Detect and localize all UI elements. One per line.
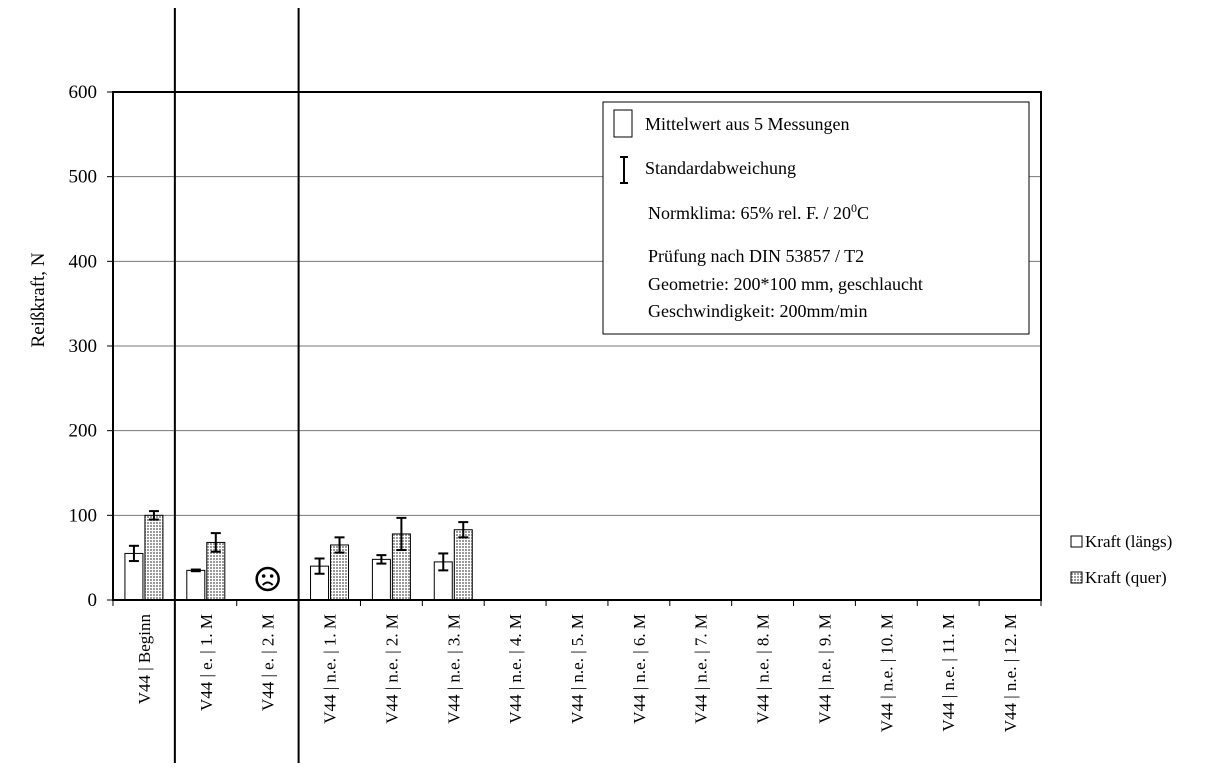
annotation-frame	[602, 101, 1030, 335]
category-label-3: V44 | n.e. | 1. M	[321, 614, 340, 724]
axes	[107, 8, 1042, 763]
sad-face-mouth	[261, 581, 274, 586]
category-label-4: V44 | n.e. | 2. M	[382, 614, 401, 724]
bar-0-1	[186, 569, 206, 601]
annotation-climate: Normklima: 65% rel. F. / 200C	[648, 201, 869, 223]
category-label-5: V44 | n.e. | 3. M	[444, 614, 463, 724]
bar-1-0	[144, 514, 164, 601]
annotation-climate-unit: C	[857, 203, 869, 223]
legend-swatch-quer	[1070, 571, 1083, 584]
sad-face-eye-right	[269, 574, 274, 578]
y-tick-labels: 0 100 200 300 400 500 600	[69, 82, 98, 611]
legend-label-laengs: Kraft (längs)	[1085, 532, 1172, 551]
missing-data-face-icon	[255, 566, 280, 592]
annotation-error-glyph	[620, 156, 628, 184]
y-axis-label: Reißkraft, N	[28, 252, 49, 347]
y-tick-label-400: 400	[69, 251, 98, 272]
bar-1-5	[453, 529, 473, 601]
category-label-14: V44 | n.e. | 12. M	[1001, 614, 1020, 732]
annotation-climate-degree: 0	[851, 201, 857, 215]
category-labels: V44 | Beginn V44 | e. | 1. M V44 | e. | 2.…	[135, 614, 1020, 733]
y-tick-label-300: 300	[69, 336, 98, 357]
category-label-9: V44 | n.e. | 7. M	[692, 614, 711, 724]
sad-face-eye-left	[261, 574, 266, 578]
annotation-error-label: Standardabweichung	[645, 158, 796, 178]
bar-0-4	[371, 558, 391, 601]
category-label-7: V44 | n.e. | 5. M	[568, 614, 587, 724]
annotation-box: Mittelwert aus 5 Messungen Standardabwei…	[602, 101, 1030, 335]
category-label-6: V44 | n.e. | 4. M	[506, 614, 525, 724]
annotation-test-line-2: Geometrie: 200*100 mm, geschlaucht	[648, 274, 923, 294]
y-tick-label-600: 600	[69, 82, 98, 103]
category-label-0: V44 | Beginn	[135, 614, 154, 705]
category-label-11: V44 | n.e. | 9. M	[815, 614, 834, 724]
annotation-test-line-1: Prüfung nach DIN 53857 / T2	[648, 246, 864, 266]
y-tick-label-100: 100	[69, 505, 98, 526]
annotation-test-line-3: Geschwindigkeit: 200mm/min	[648, 301, 867, 321]
category-label-10: V44 | n.e. | 8. M	[754, 614, 773, 724]
category-label-2: V44 | e. | 2. M	[259, 614, 278, 711]
plot-frame	[112, 91, 1042, 601]
category-label-8: V44 | n.e. | 6. M	[630, 614, 649, 724]
category-label-12: V44 | n.e. | 10. M	[877, 614, 896, 732]
y-tick-label-500: 500	[69, 167, 98, 188]
y-tick-label-0: 0	[88, 590, 98, 611]
annotation-bar-label: Mittelwert aus 5 Messungen	[645, 114, 849, 134]
sad-face-outline	[255, 566, 280, 592]
legend-label-quer: Kraft (quer)	[1085, 568, 1167, 587]
y-tick-label-200: 200	[69, 421, 98, 442]
category-label-13: V44 | n.e. | 11. M	[939, 614, 958, 732]
category-label-1: V44 | e. | 1. M	[197, 614, 216, 711]
annotation-bar-swatch	[613, 109, 633, 138]
legend-swatch-laengs	[1070, 535, 1083, 548]
legend: Kraft (längs) Kraft (quer)	[1070, 532, 1172, 587]
